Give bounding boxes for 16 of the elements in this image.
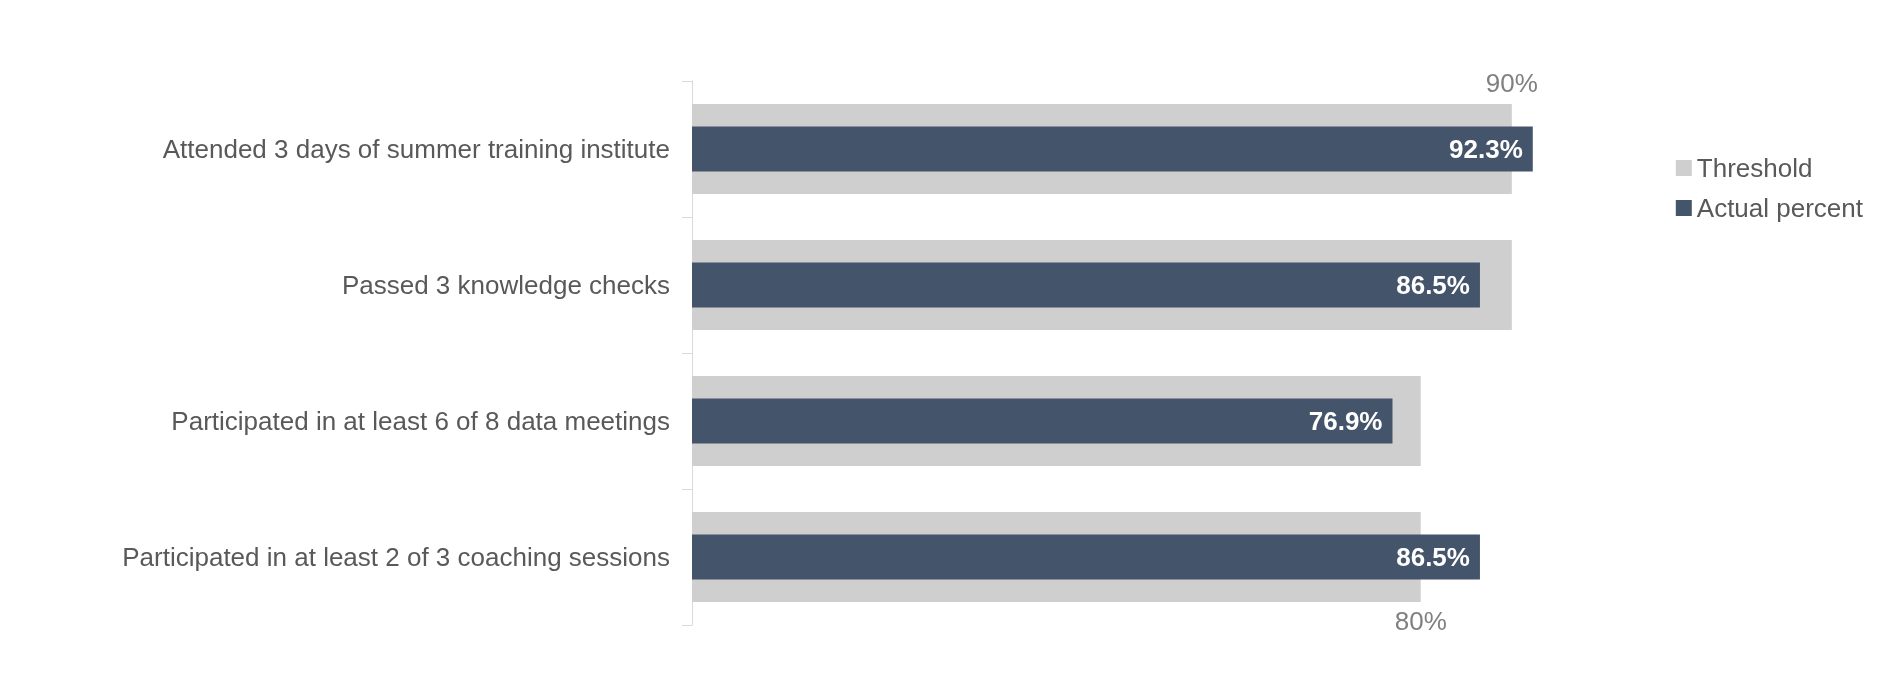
bar xyxy=(692,398,1393,444)
data-label: 92.3% xyxy=(1449,134,1523,164)
bar xyxy=(692,262,1480,308)
data-label: 86.5% xyxy=(1396,542,1470,572)
data-label: 86.5% xyxy=(1396,270,1470,300)
bar xyxy=(692,126,1533,172)
data-label: 76.9% xyxy=(1308,406,1383,436)
y-tick-label: Participated in at least 2 of 3 coaching sessions xyxy=(122,542,670,572)
legend-label: Threshold xyxy=(1696,153,1813,183)
data-label: 80% xyxy=(1394,606,1447,636)
bar xyxy=(692,534,1480,580)
y-tick-label: Attended 3 days of summer training institute xyxy=(162,134,670,164)
y-tick-label: Passed 3 knowledge checks xyxy=(341,270,670,300)
y-tick-label: Participated in at least 6 of 8 data meetings xyxy=(171,406,670,436)
legend-label: Actual percent xyxy=(1696,193,1864,223)
data-label: 90% xyxy=(1485,68,1538,98)
